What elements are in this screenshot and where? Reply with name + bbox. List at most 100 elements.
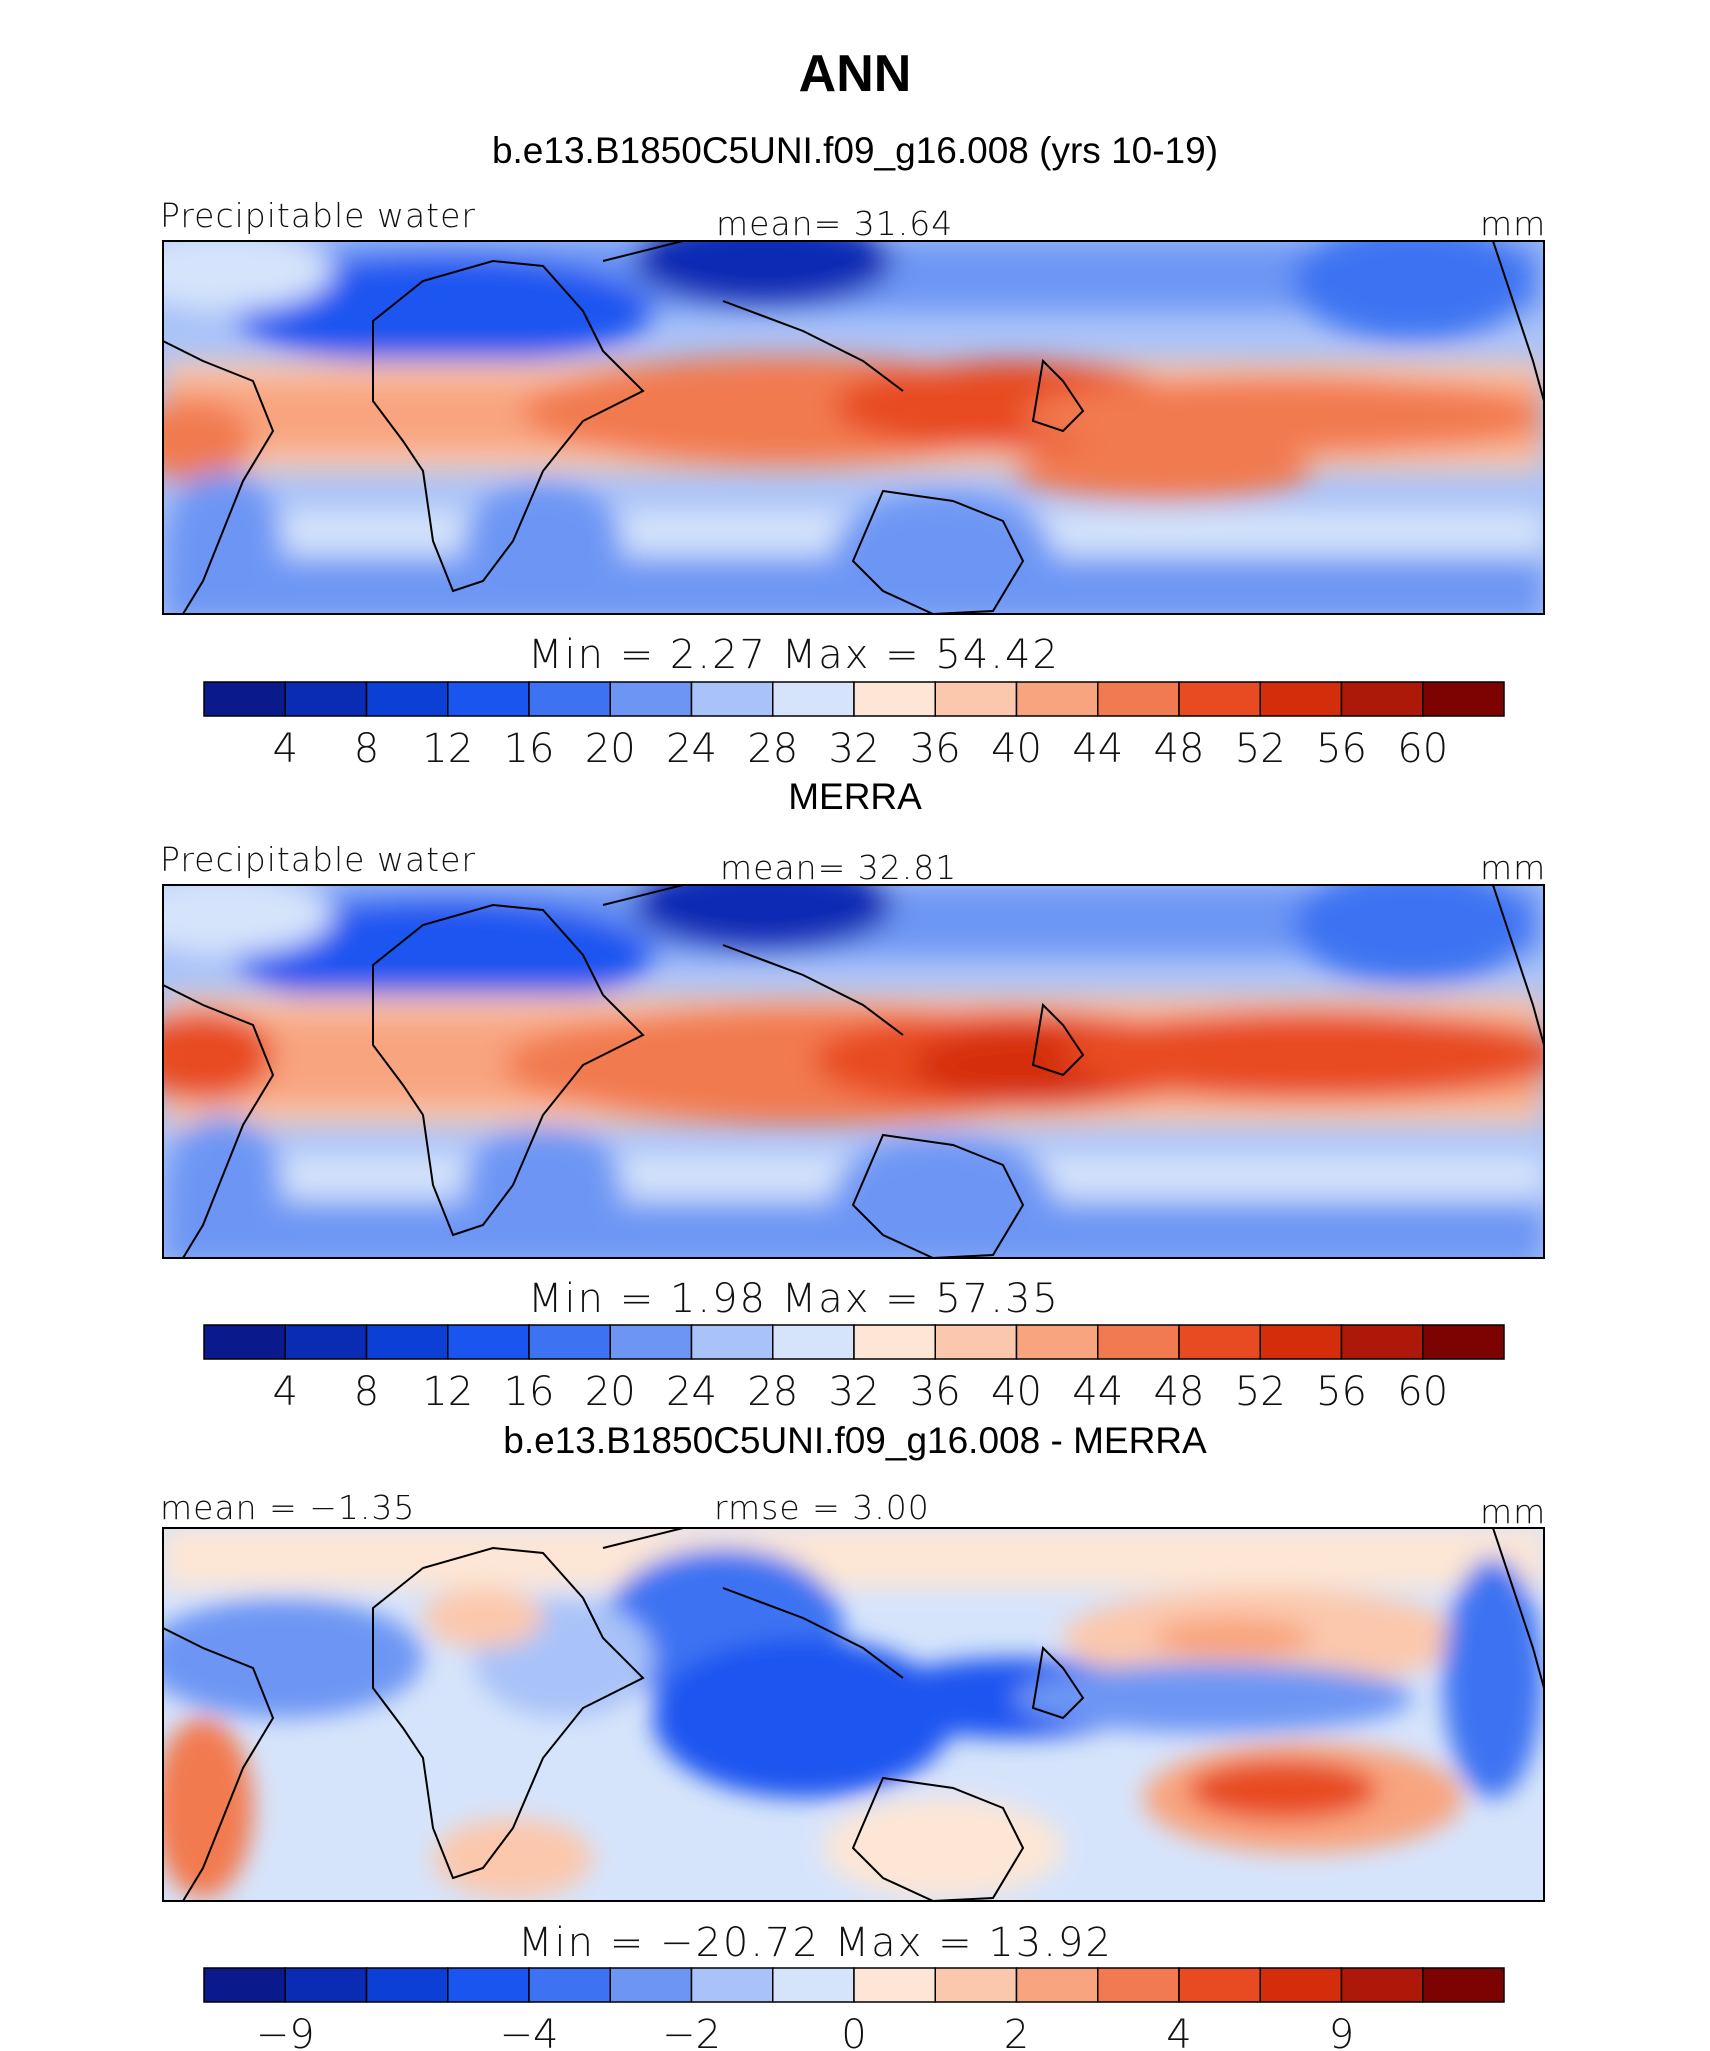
colorbar-tick-label: 56 bbox=[1316, 726, 1367, 772]
panel3-rmse-label: rmse = 3.00 bbox=[714, 1488, 930, 1527]
colorbar-swatch bbox=[1340, 1324, 1424, 1360]
colorbar-swatch bbox=[1097, 1967, 1180, 2003]
colorbar-tick-label: 44 bbox=[1072, 1369, 1123, 1415]
colorbar-tick-label: 4 bbox=[273, 1369, 298, 1415]
colorbar-swatch bbox=[1097, 681, 1180, 717]
panel3-mean-label: mean = −1.35 bbox=[160, 1488, 416, 1527]
colorbar-swatch bbox=[203, 1967, 286, 2003]
colorbar-swatch bbox=[1340, 681, 1424, 717]
colorbar-tick-label: 24 bbox=[666, 726, 717, 772]
colorbar-tick-label: 0 bbox=[841, 2012, 866, 2051]
colorbar-swatch bbox=[609, 1967, 693, 2003]
colorbar-tick-label: 28 bbox=[747, 726, 798, 772]
colorbar-tick-label: 40 bbox=[991, 726, 1042, 772]
colorbar-tick-label: 8 bbox=[354, 726, 379, 772]
figure-title: ANN bbox=[798, 45, 912, 103]
colorbar-tick-label: 48 bbox=[1154, 726, 1205, 772]
colorbar-swatch bbox=[528, 681, 611, 717]
panel1-mean-label: mean= 31.64 bbox=[716, 204, 954, 243]
colorbar-swatch bbox=[1097, 1324, 1180, 1360]
colorbar-tick-label: 20 bbox=[585, 1369, 636, 1415]
colorbar-tick-label: −2 bbox=[662, 2012, 721, 2051]
colorbar-swatch bbox=[853, 1967, 936, 2003]
colorbar-swatch bbox=[447, 681, 530, 717]
colorbar-tick-label: 60 bbox=[1397, 726, 1448, 772]
colorbar-swatch bbox=[284, 681, 368, 717]
colorbar-swatch bbox=[365, 1967, 449, 2003]
colorbar-tick-label: 12 bbox=[422, 1369, 473, 1415]
colorbar-swatch bbox=[772, 1324, 855, 1360]
colorbar-tick-label: 32 bbox=[829, 726, 880, 772]
colorbar-tick-label: 60 bbox=[1397, 1369, 1448, 1415]
colorbar-swatch bbox=[528, 1967, 611, 2003]
colorbar-swatch bbox=[1340, 1967, 1424, 2003]
panel2-stats: Min = 1.98 Max = 57.35 bbox=[528, 1276, 1060, 1322]
colorbar-swatch bbox=[447, 1967, 530, 2003]
colorbar-tick-label: 52 bbox=[1235, 1369, 1286, 1415]
colorbar-tick-label: 4 bbox=[273, 726, 298, 772]
colorbar-swatch bbox=[203, 681, 286, 717]
panel2-mean-label: mean= 32.81 bbox=[720, 848, 958, 887]
colorbar-tick-label: 16 bbox=[504, 726, 555, 772]
colorbar-swatch bbox=[1015, 1324, 1099, 1360]
panel2-units-label: mm bbox=[1480, 848, 1547, 887]
colorbar-swatch bbox=[1259, 1324, 1343, 1360]
panel2-title: MERRA bbox=[788, 776, 922, 817]
colorbar-swatch bbox=[609, 681, 693, 717]
figure-subtitle: b.e13.B1850C5UNI.f09_g16.008 (yrs 10-19) bbox=[491, 130, 1219, 171]
colorbar-tick-label: 24 bbox=[666, 1369, 717, 1415]
colorbar-swatch bbox=[1259, 681, 1343, 717]
colorbar-tick-label: 56 bbox=[1316, 1369, 1367, 1415]
panel3-stats: Min = −20.72 Max = 13.92 bbox=[518, 1920, 1113, 1966]
colorbar-swatch bbox=[365, 1324, 449, 1360]
colorbar-swatch bbox=[284, 1324, 368, 1360]
colorbar-swatch bbox=[934, 681, 1018, 717]
colorbar-swatch bbox=[1178, 681, 1261, 717]
colorbar-swatch bbox=[1015, 681, 1099, 717]
colorbar-tick-label: 44 bbox=[1072, 726, 1123, 772]
colorbar-swatch bbox=[690, 1967, 774, 2003]
panel2-left-label: Precipitable water bbox=[160, 840, 476, 879]
colorbar-tick-label: 20 bbox=[585, 726, 636, 772]
colorbar-tick-label: −4 bbox=[500, 2012, 559, 2051]
colorbar-tick-label: −9 bbox=[256, 2012, 315, 2051]
colorbar-tick-label: 2 bbox=[1004, 2012, 1029, 2051]
panel3-units-label: mm bbox=[1480, 1492, 1547, 1531]
colorbar-swatch bbox=[528, 1324, 611, 1360]
colorbar-swatch bbox=[772, 1967, 855, 2003]
colorbar-tick-label: 48 bbox=[1154, 1369, 1205, 1415]
colorbar-swatch bbox=[934, 1324, 1018, 1360]
colorbar-swatch bbox=[1422, 1967, 1505, 2003]
colorbar-tick-label: 36 bbox=[910, 1369, 961, 1415]
colorbar-swatch bbox=[1422, 1324, 1505, 1360]
colorbar-swatch bbox=[203, 1324, 286, 1360]
colorbar-swatch bbox=[934, 1967, 1018, 2003]
colorbar-tick-label: 8 bbox=[354, 1369, 379, 1415]
colorbar-swatch bbox=[690, 681, 774, 717]
colorbar-tick-label: 9 bbox=[1329, 2012, 1354, 2051]
colorbar-swatch bbox=[284, 1967, 368, 2003]
colorbar-tick-label: 4 bbox=[1166, 2012, 1191, 2051]
colorbar-swatch bbox=[772, 681, 855, 717]
colorbar-swatch bbox=[690, 1324, 774, 1360]
colorbar-swatch bbox=[1178, 1967, 1261, 2003]
colorbar-tick-label: 28 bbox=[747, 1369, 798, 1415]
colorbar-swatch bbox=[853, 1324, 936, 1360]
colorbar-tick-label: 52 bbox=[1235, 726, 1286, 772]
colorbar-swatch bbox=[447, 1324, 530, 1360]
colorbar-swatch bbox=[1422, 681, 1505, 717]
panel3-colorbar: −9 −4 −2 0 2 4 9 bbox=[203, 1967, 1505, 2051]
panel3-title: b.e13.B1850C5UNI.f09_g16.008 - MERRA bbox=[503, 1420, 1207, 1461]
colorbar-swatch bbox=[1178, 1324, 1261, 1360]
panel1-map bbox=[162, 240, 1545, 615]
colorbar-tick-label: 32 bbox=[829, 1369, 880, 1415]
colorbar-tick-label: 36 bbox=[910, 726, 961, 772]
colorbar-swatch bbox=[365, 681, 449, 717]
colorbar-swatch bbox=[1015, 1967, 1099, 2003]
colorbar-tick-label: 40 bbox=[991, 1369, 1042, 1415]
panel1-units-label: mm bbox=[1480, 204, 1547, 243]
colorbar-tick-label: 12 bbox=[422, 726, 473, 772]
panel3-map bbox=[162, 1527, 1545, 1902]
colorbar-swatch bbox=[1259, 1967, 1343, 2003]
panel2-map bbox=[162, 884, 1545, 1259]
